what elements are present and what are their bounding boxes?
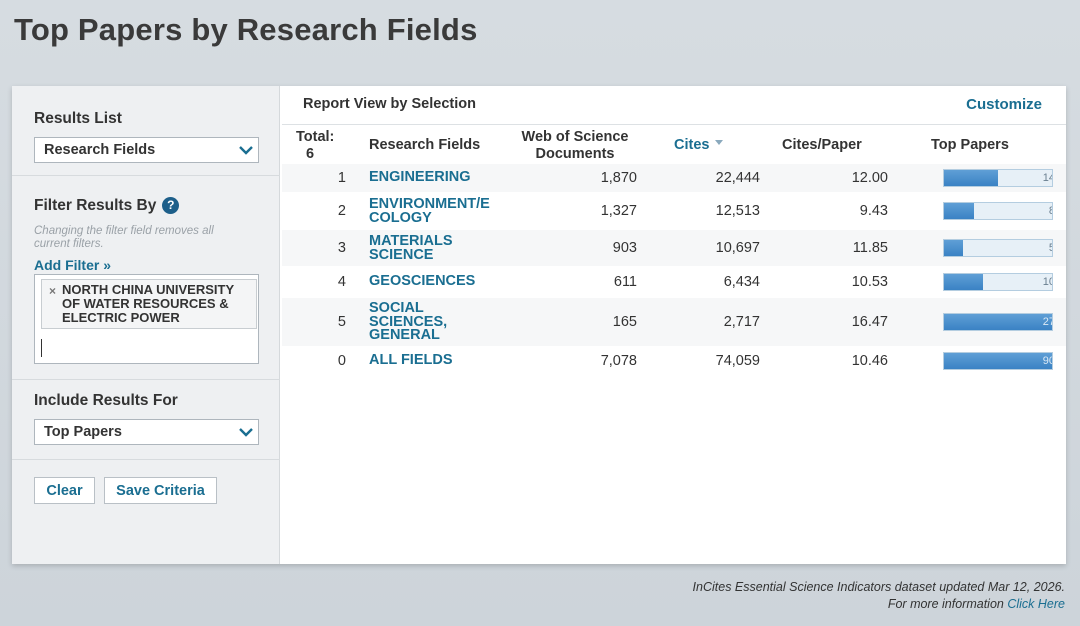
sidebar-divider (12, 175, 280, 176)
col-total-value: 6 (306, 146, 315, 162)
table-row: 3 MATERIALS SCIENCE 903 10,697 11.85 5 (282, 230, 1066, 266)
top-papers-count: 8 (1049, 205, 1052, 217)
include-select[interactable]: Top Papers (34, 419, 259, 445)
row-field-link[interactable]: MATERIALS SCIENCE (369, 233, 453, 263)
top-papers-bar-fill (944, 353, 1052, 369)
filter-chip-text: NORTH CHINA UNIVERSITY OF WATER RESOURCE… (62, 282, 234, 325)
help-icon[interactable]: ? (162, 197, 180, 214)
table-row: 1 ENGINEERING 1,870 22,444 12.00 14 (282, 164, 1066, 192)
top-papers-bar-fill (944, 274, 983, 290)
top-papers-bar[interactable]: 10 (943, 273, 1053, 291)
row-wos-docs: 611 (613, 274, 637, 290)
save-criteria-button[interactable]: Save Criteria (104, 477, 217, 504)
top-papers-bar-fill (944, 203, 975, 219)
click-here-link[interactable]: Click Here (1007, 597, 1065, 611)
row-cites-per-paper: 10.46 (851, 353, 888, 369)
col-wos-documents[interactable]: Web of Science Documents (521, 129, 629, 162)
col-cites-per-paper[interactable]: Cites/Paper (782, 137, 862, 153)
sidebar: Results List Research Fields Filter Resu… (12, 86, 280, 564)
results-list-select[interactable]: Research Fields (34, 137, 259, 163)
row-rank: 0 (337, 353, 346, 369)
row-rank: 1 (337, 170, 346, 186)
table-row: 2 ENVIRONMENT/E COLOGY 1,327 12,513 9.43 8 (282, 194, 1066, 228)
top-papers-count: 5 (1049, 242, 1052, 254)
chevron-down-icon[interactable] (236, 422, 256, 442)
table-row: 4 GEOSCIENCES 611 6,434 10.53 10 (282, 268, 1066, 296)
text-caret (41, 339, 42, 357)
row-cites-per-paper: 12.00 (851, 170, 888, 186)
page-title: Top Papers by Research Fields (14, 12, 478, 47)
footer-line-1: InCites Essential Science Indicators dat… (692, 580, 1065, 594)
col-top-papers[interactable]: Top Papers (931, 137, 1009, 153)
top-papers-bar-fill (944, 314, 1052, 330)
top-papers-bar-fill (944, 170, 998, 186)
footer-prefix: For more information (887, 597, 1004, 611)
results-list-selected: Research Fields (44, 142, 156, 158)
row-wos-docs: 7,078 (600, 353, 637, 369)
row-field-link[interactable]: ENGINEERING (369, 169, 471, 185)
row-field-link[interactable]: GEOSCIENCES (369, 273, 476, 289)
row-cites: 74,059 (715, 353, 760, 369)
sidebar-divider (12, 459, 280, 460)
row-cites: 22,444 (715, 170, 760, 186)
row-rank: 4 (337, 274, 346, 290)
include-selected: Top Papers (44, 424, 122, 440)
row-field-link[interactable]: ENVIRONMENT/E COLOGY (369, 196, 490, 226)
top-papers-bar[interactable]: 5 (943, 239, 1053, 257)
table-row: 0 ALL FIELDS 7,078 74,059 10.46 90 (282, 347, 1066, 375)
row-rank: 3 (337, 240, 346, 256)
table-row: 5 SOCIAL SCIENCES, GENERAL 165 2,717 16.47 27 (282, 298, 1066, 346)
filter-heading-label: Filter Results By (34, 197, 157, 214)
row-wos-docs: 1,870 (600, 170, 637, 186)
header-rule (282, 124, 1066, 125)
top-papers-count: 14 (1042, 172, 1052, 184)
clear-button[interactable]: Clear (34, 477, 95, 504)
row-wos-docs: 165 (612, 314, 637, 330)
chevron-down-icon[interactable] (236, 140, 256, 160)
row-field-link[interactable]: SOCIAL SCIENCES, GENERAL (369, 300, 448, 343)
row-cites-per-paper: 16.47 (851, 314, 888, 330)
top-papers-bar[interactable]: 90 (943, 352, 1053, 370)
top-papers-bar[interactable]: 8 (943, 202, 1053, 220)
close-icon[interactable]: × (49, 284, 57, 298)
sidebar-divider (12, 379, 280, 380)
row-cites-per-paper: 10.53 (851, 274, 888, 290)
main-panel: Results List Research Fields Filter Resu… (12, 86, 1066, 564)
results-list-heading: Results List (34, 110, 122, 127)
row-wos-docs: 1,327 (600, 203, 637, 219)
row-rank: 2 (337, 203, 346, 219)
customize-link[interactable]: Customize (966, 96, 1042, 113)
col-research-fields[interactable]: Research Fields (369, 137, 481, 153)
col-cites-label: Cites (674, 137, 710, 153)
top-papers-count: 10 (1042, 276, 1052, 288)
top-papers-bar[interactable]: 14 (943, 169, 1053, 187)
row-rank: 5 (337, 314, 346, 330)
sort-desc-icon[interactable] (714, 137, 724, 153)
col-total-label: Total: (296, 129, 335, 145)
footer-line-2: For more information Click Here (888, 597, 1065, 611)
row-wos-docs: 903 (612, 240, 637, 256)
filter-heading: Filter Results By? (34, 197, 180, 215)
add-filter-link[interactable]: Add Filter » (34, 257, 112, 273)
filter-chip: × NORTH CHINA UNIVERSITY OF WATER RESOUR… (41, 279, 257, 329)
filter-input-box[interactable]: × NORTH CHINA UNIVERSITY OF WATER RESOUR… (34, 274, 259, 364)
top-papers-count: 27 (1042, 316, 1052, 328)
row-cites-per-paper: 11.85 (852, 240, 888, 256)
top-papers-count: 90 (1042, 355, 1052, 367)
row-cites: 6,434 (723, 274, 760, 290)
row-cites-per-paper: 9.43 (859, 203, 888, 219)
col-cites[interactable]: Cites (674, 137, 724, 154)
report-heading: Report View by Selection (303, 96, 476, 112)
row-cites: 12,513 (715, 203, 760, 219)
row-cites: 2,717 (723, 314, 760, 330)
col-total: Total: 6 (296, 129, 334, 163)
top-papers-bar[interactable]: 27 (943, 313, 1053, 331)
row-cites: 10,697 (715, 240, 760, 256)
row-field-link[interactable]: ALL FIELDS (369, 352, 453, 368)
include-heading: Include Results For (34, 392, 178, 409)
top-papers-bar-fill (944, 240, 964, 256)
filter-hint: Changing the filter field removes all cu… (34, 225, 214, 250)
